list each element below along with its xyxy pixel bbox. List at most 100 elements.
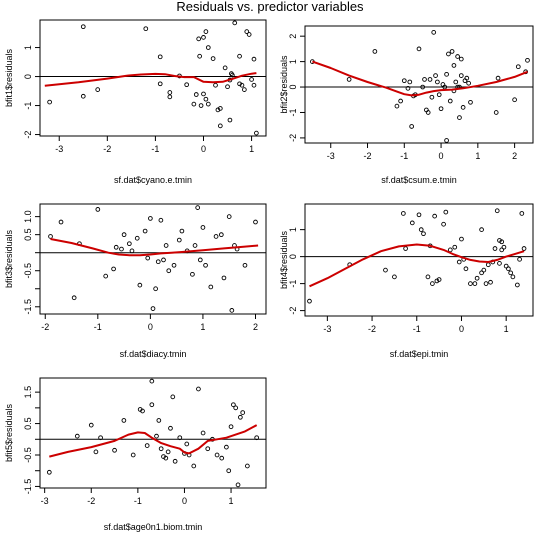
x-axis-label: sf.dat$age0n1.biom.tmin [104, 522, 203, 532]
y-axis-label: bfit2$residuals [279, 55, 289, 114]
y-axis-label: bfit5$residuals [4, 403, 14, 462]
data-point [506, 266, 511, 272]
x-tick-label: -3 [55, 144, 63, 154]
data-point [456, 259, 462, 265]
data-point [238, 414, 243, 420]
y-tick-label: -0.5 [23, 447, 33, 463]
plot-frame [304, 203, 534, 317]
data-point [98, 435, 103, 441]
data-point [163, 243, 169, 248]
data-point [203, 262, 208, 268]
data-point [251, 56, 257, 62]
y-tick-label: 0 [23, 74, 33, 79]
data-point [158, 446, 164, 452]
data-point [501, 244, 507, 250]
data-point [95, 87, 101, 92]
data-point [479, 227, 484, 232]
data-point [431, 30, 437, 35]
x-tick-label: -3 [327, 151, 335, 161]
data-point [121, 232, 127, 238]
data-point [441, 221, 446, 227]
y-tick-label: -2 [288, 307, 298, 315]
data-point [150, 306, 156, 311]
data-point [244, 29, 250, 34]
data-point [485, 262, 491, 268]
data-point [523, 69, 528, 75]
data-point [71, 295, 77, 301]
data-point [409, 220, 415, 226]
data-point [474, 275, 480, 281]
data-point [392, 274, 397, 280]
data-point [499, 239, 505, 245]
data-point [205, 45, 211, 50]
x-tick-label: -2 [368, 324, 376, 334]
data-point [205, 446, 211, 452]
x-axis-label: sf.dat$epi.tmin [390, 349, 449, 359]
x-tick-label: -1 [413, 324, 421, 334]
data-point [488, 279, 493, 285]
data-point [458, 73, 464, 78]
x-tick-label: 0 [439, 151, 444, 161]
data-point [436, 277, 442, 282]
data-point [166, 268, 172, 274]
x-tick-label: 0 [182, 496, 187, 506]
data-point [213, 82, 218, 88]
data-point [443, 209, 449, 215]
data-point [254, 130, 259, 136]
data-point [499, 247, 505, 253]
panel-5: -3 -2 -1 0 1 -1.5 -0.5 0.5 1.5 sf.dat$age0n1.biom… [4, 377, 267, 532]
data-point [446, 51, 451, 57]
x-tick-label: 1 [229, 496, 234, 506]
data-point [472, 281, 478, 286]
x-axis-label: sf.dat$cyano.e.tmin [114, 175, 192, 185]
data-point [242, 262, 248, 268]
data-point [463, 266, 469, 272]
data-point [58, 219, 64, 225]
x-tick-label: -2 [103, 144, 111, 154]
data-point [226, 214, 232, 219]
data-point [129, 248, 135, 254]
data-point [432, 213, 437, 219]
data-point [458, 56, 464, 62]
plot-frame [304, 25, 534, 144]
data-point [198, 103, 204, 108]
data-point [407, 79, 413, 85]
data-point [200, 225, 206, 230]
data-point [95, 207, 101, 212]
y-tick-label: -2 [288, 134, 298, 142]
y-tick-label: 0.5 [23, 228, 33, 241]
data-point [418, 227, 424, 232]
data-point [213, 234, 219, 239]
data-point [214, 452, 220, 458]
data-point [205, 101, 211, 107]
data-point [217, 123, 223, 129]
y-tick-label: -1.5 [23, 299, 33, 315]
x-tick-label: 0 [459, 324, 464, 334]
data-point [459, 236, 464, 242]
data-point [519, 211, 525, 216]
data-point [449, 49, 455, 54]
data-point [80, 93, 86, 99]
data-point [177, 435, 183, 441]
x-tick-label: 2 [253, 322, 258, 332]
data-point [421, 231, 426, 237]
data-point [460, 105, 466, 110]
y-tick-label: 1 [288, 59, 298, 64]
data-point [383, 267, 388, 273]
data-point [525, 57, 530, 63]
data-point [466, 80, 471, 86]
page-title: Residuals vs. predictor variables [176, 0, 364, 14]
loess-smooth-line [49, 424, 258, 458]
data-point [140, 408, 145, 414]
data-point [130, 452, 136, 458]
x-tick-label: -3 [41, 496, 49, 506]
data-point [245, 463, 250, 469]
x-tick-label: -1 [134, 496, 142, 506]
data-point [226, 468, 232, 474]
data-point [254, 435, 260, 441]
data-point [148, 216, 153, 221]
data-point [233, 405, 239, 411]
data-point [394, 103, 400, 109]
data-point [493, 110, 499, 115]
data-point [398, 98, 403, 104]
